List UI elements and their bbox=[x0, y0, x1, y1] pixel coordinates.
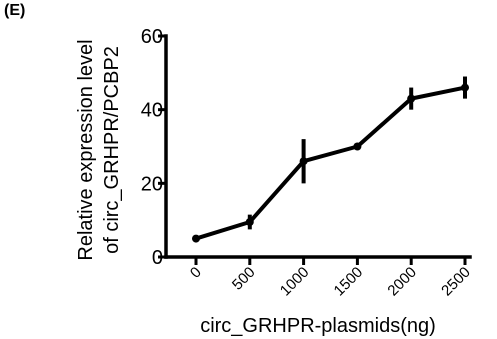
y-tick-label: 40 bbox=[141, 100, 163, 122]
x-tick-label: 500 bbox=[229, 264, 259, 294]
y-axis-label-line: Relative expression level bbox=[75, 39, 97, 260]
y-axis-label-text: Relative expression level of circ_GRHPR/P… bbox=[75, 39, 123, 260]
x-tick-label: 2000 bbox=[384, 264, 420, 300]
y-tick-label: 20 bbox=[141, 173, 163, 195]
axes bbox=[164, 34, 472, 259]
x-tick-label: 1500 bbox=[331, 264, 367, 300]
y-tick-label: 60 bbox=[141, 26, 163, 48]
panel-label: (E) bbox=[4, 2, 26, 19]
x-tick-label: 2500 bbox=[438, 264, 474, 300]
x-tick-label: 1000 bbox=[277, 264, 313, 300]
y-tick-label: 0 bbox=[152, 247, 163, 269]
data-point bbox=[299, 157, 308, 166]
y-axis-label: Relative expression level of circ_GRHPR/P… bbox=[75, 39, 123, 260]
data-series bbox=[192, 76, 469, 243]
y-ticks: 0 20 40 60 bbox=[141, 26, 166, 269]
data-point bbox=[461, 83, 469, 92]
data-point bbox=[353, 142, 362, 151]
series-line bbox=[195, 85, 466, 241]
data-point bbox=[192, 234, 200, 243]
data-point bbox=[245, 218, 254, 227]
y-axis-label-line: of circ_GRHPR/PCBP2 bbox=[101, 46, 123, 254]
x-tick-label: 0 bbox=[187, 264, 205, 282]
data-point bbox=[407, 94, 416, 103]
x-ticks: 0 500 1000 1500 2000 2500 bbox=[187, 257, 474, 299]
x-axis-label: circ_GRHPR-plasmids(ng) bbox=[200, 315, 436, 337]
